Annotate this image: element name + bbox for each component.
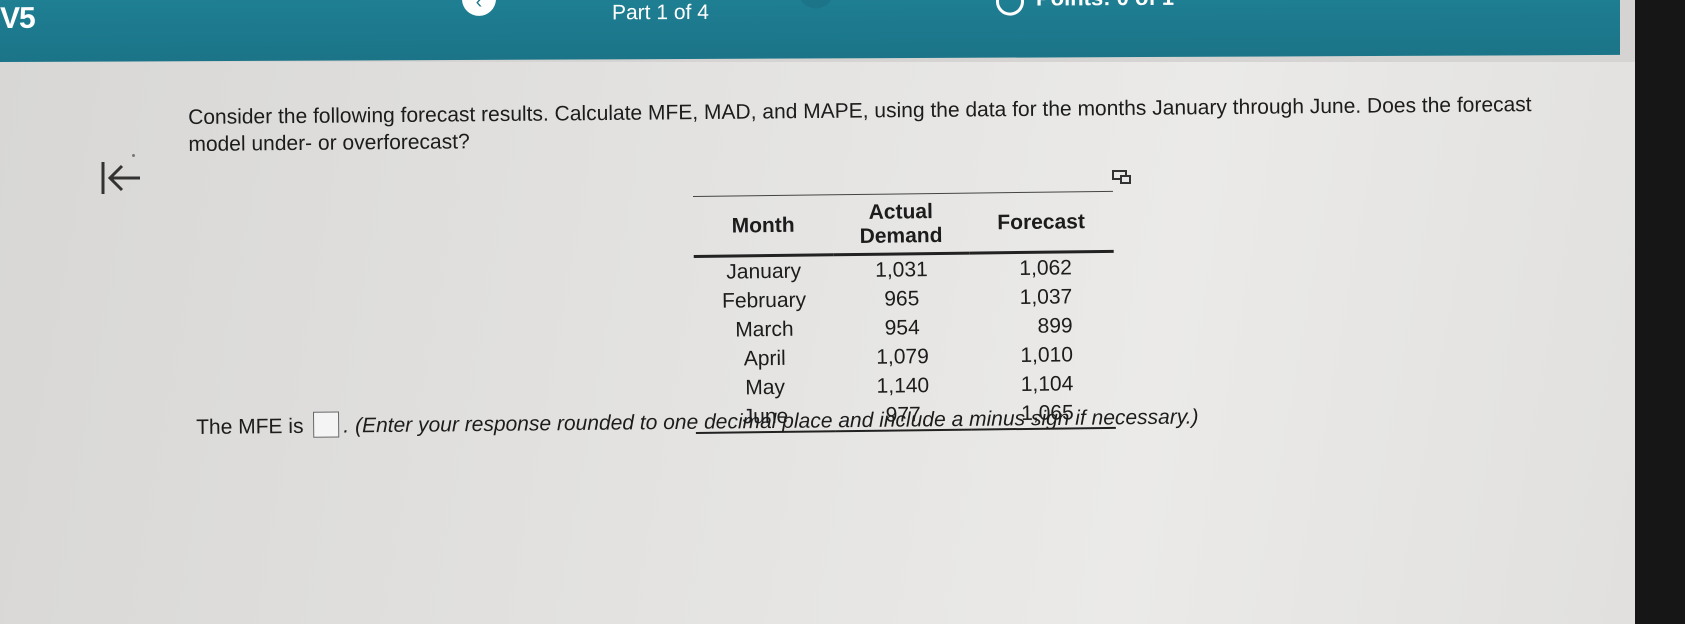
homework-label: V5 xyxy=(0,1,35,35)
actual-demand-cell: 965 xyxy=(884,287,920,311)
forecast-cell: 1,037 xyxy=(1019,285,1073,310)
question-panel: Consider the following forecast results.… xyxy=(0,62,1635,624)
forecast-cell: 1,104 xyxy=(1020,372,1074,397)
month-cell: May xyxy=(745,375,786,400)
points-status-icon xyxy=(996,0,1024,16)
forecast-cell: 1,010 xyxy=(1020,343,1074,368)
divider-dot xyxy=(132,154,135,157)
column-header-actual-demand: Actual Demand xyxy=(859,200,943,248)
next-part-button[interactable] xyxy=(798,0,834,9)
actual-demand-cell: 1,031 xyxy=(875,258,928,282)
forecast-cell: 899 xyxy=(1037,314,1073,338)
part-indicator: Part 1 of 4 xyxy=(612,0,709,25)
points-label: Points: 0 of 1 xyxy=(1036,0,1174,11)
question-text: Consider the following forecast results.… xyxy=(188,93,1532,156)
column-header-month: Month xyxy=(731,213,795,238)
actual-demand-cell: 1,140 xyxy=(876,374,930,398)
month-cell: March xyxy=(735,317,794,342)
forecast-table: Month Actual Demand Forecast January 1,0… xyxy=(693,191,1126,434)
actual-demand-cell: 954 xyxy=(884,316,920,340)
answer-prefix: The MFE is xyxy=(196,414,304,439)
forecast-cell: 1,062 xyxy=(1019,256,1073,281)
table-header-row: Month Actual Demand Forecast xyxy=(693,191,1114,257)
expand-table-icon[interactable] xyxy=(1112,169,1132,185)
chevron-left-icon: ‹ xyxy=(475,0,483,13)
top-toolbar: V5 ‹ Part 1 of 4 Points: 0 of 1 xyxy=(0,0,1620,62)
column-header-forecast: Forecast xyxy=(997,210,1086,235)
mfe-answer-input[interactable] xyxy=(313,411,340,438)
actual-demand-cell: 1,079 xyxy=(876,345,929,369)
previous-part-button[interactable]: ‹ xyxy=(462,0,496,16)
month-cell: April xyxy=(743,346,786,371)
collapse-left-arrow-icon[interactable] xyxy=(100,158,142,205)
month-cell: January xyxy=(726,259,802,284)
month-cell: February xyxy=(721,288,807,313)
screen-bezel xyxy=(1635,0,1685,624)
